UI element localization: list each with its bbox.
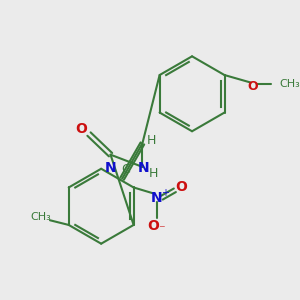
Text: O: O [247,80,258,93]
Text: N: N [151,191,163,205]
Text: ⁻: ⁻ [158,223,165,236]
Text: C: C [121,163,130,176]
Text: H: H [149,167,158,180]
Text: O: O [176,181,187,194]
Text: CH₃: CH₃ [30,212,51,223]
Text: CH₃: CH₃ [280,80,300,89]
Text: N: N [105,160,117,175]
Text: N: N [137,161,149,175]
Text: O: O [76,122,87,136]
Text: O: O [147,219,159,233]
Text: +: + [161,188,169,198]
Text: H: H [147,134,157,147]
